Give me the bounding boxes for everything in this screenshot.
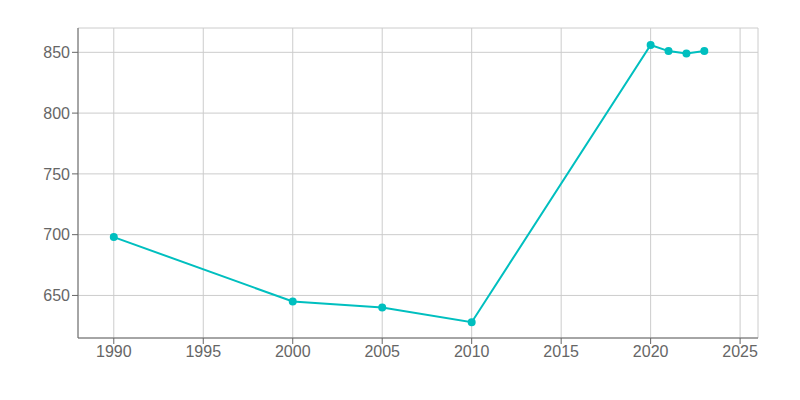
svg-text:750: 750 <box>43 166 70 183</box>
svg-text:1990: 1990 <box>96 343 132 360</box>
svg-text:1995: 1995 <box>185 343 221 360</box>
svg-text:2005: 2005 <box>364 343 400 360</box>
svg-text:2000: 2000 <box>275 343 311 360</box>
svg-text:2010: 2010 <box>454 343 490 360</box>
svg-text:2020: 2020 <box>633 343 669 360</box>
svg-text:850: 850 <box>43 44 70 61</box>
svg-text:650: 650 <box>43 287 70 304</box>
svg-text:700: 700 <box>43 226 70 243</box>
svg-text:2015: 2015 <box>543 343 579 360</box>
svg-text:2025: 2025 <box>722 343 758 360</box>
svg-text:800: 800 <box>43 105 70 122</box>
